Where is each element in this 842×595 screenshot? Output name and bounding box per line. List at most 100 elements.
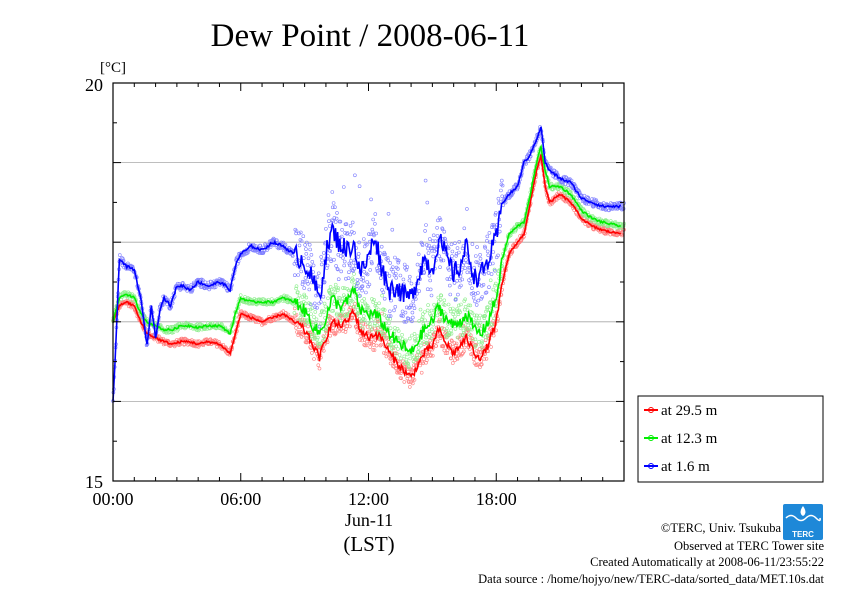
raw-point <box>467 327 472 332</box>
raw-point <box>308 302 313 306</box>
raw-point <box>294 326 298 330</box>
x-tick-label-1800: 18:00 <box>476 489 517 509</box>
raw-point <box>371 343 376 347</box>
raw-point <box>434 325 439 330</box>
raw-point <box>430 239 435 243</box>
raw-point <box>327 224 332 228</box>
raw-point <box>410 368 414 372</box>
raw-point <box>401 359 405 364</box>
raw-point <box>381 290 386 295</box>
raw-point <box>341 307 346 312</box>
raw-point <box>157 334 161 339</box>
raw-point <box>438 218 443 222</box>
raw-point <box>374 343 379 348</box>
raw-point <box>415 353 419 358</box>
raw-point <box>477 316 482 321</box>
raw-point <box>316 363 321 368</box>
terc-logo-box <box>783 504 823 540</box>
raw-point <box>305 320 310 325</box>
raw-point <box>599 206 603 211</box>
raw-point <box>465 207 469 211</box>
raw-point <box>447 277 452 282</box>
raw-point <box>483 338 488 343</box>
raw-point <box>476 291 480 295</box>
raw-point <box>470 337 475 341</box>
raw-point <box>432 244 436 249</box>
x-tick-label-1200: 12:00 <box>348 489 389 509</box>
raw-point <box>323 304 328 309</box>
raw-point <box>473 254 478 258</box>
y-tick-label-15: 15 <box>85 472 103 492</box>
raw-point <box>464 258 468 262</box>
raw-point <box>500 183 505 188</box>
raw-point <box>428 332 433 336</box>
raw-point <box>431 322 436 327</box>
raw-point <box>479 296 484 301</box>
raw-point <box>467 278 471 283</box>
raw-point <box>496 271 500 276</box>
raw-point <box>422 340 426 345</box>
raw-point <box>304 336 309 341</box>
terc-logo-waves <box>785 514 821 522</box>
raw-point <box>342 263 347 268</box>
raw-point <box>464 327 468 332</box>
footer-site: Observed at TERC Tower site <box>674 539 824 553</box>
raw-point <box>491 223 496 227</box>
raw-point <box>493 283 497 288</box>
raw-point <box>300 295 305 299</box>
raw-point <box>350 316 355 321</box>
raw-point <box>423 178 428 183</box>
raw-point <box>424 243 429 247</box>
raw-point <box>299 239 304 243</box>
raw-point <box>361 237 366 241</box>
raw-point <box>442 348 447 353</box>
raw-point <box>362 297 367 301</box>
raw-point <box>422 270 427 274</box>
raw-point <box>471 295 476 300</box>
raw-point <box>286 312 291 317</box>
raw-point <box>464 325 469 330</box>
raw-point <box>336 277 341 282</box>
raw-point <box>487 285 491 290</box>
raw-point <box>480 340 485 345</box>
raw-point <box>347 302 352 307</box>
raw-point <box>294 313 299 317</box>
raw-point <box>470 311 475 315</box>
raw-point <box>326 296 330 301</box>
raw-point <box>405 376 410 381</box>
raw-point <box>344 222 349 226</box>
raw-point <box>441 344 446 349</box>
raw-point <box>296 296 301 301</box>
raw-point <box>145 317 149 321</box>
raw-point <box>431 254 436 259</box>
raw-point <box>438 265 442 270</box>
raw-point <box>412 332 417 336</box>
raw-point <box>467 332 472 337</box>
raw-point <box>352 231 356 235</box>
y-tick-label-20: 20 <box>85 75 103 95</box>
raw-point <box>299 330 304 334</box>
raw-point <box>427 243 431 248</box>
raw-point <box>298 316 303 320</box>
raw-point <box>343 231 347 235</box>
raw-point <box>356 281 360 286</box>
raw-point <box>401 314 405 318</box>
raw-point <box>334 216 339 221</box>
raw-point <box>210 321 214 325</box>
axis-ticks <box>112 82 625 482</box>
raw-point <box>271 236 276 241</box>
raw-point <box>370 230 375 234</box>
footer-source: Data source : /home/hojyo/new/TERC-data/… <box>478 572 824 586</box>
raw-point <box>407 380 411 385</box>
raw-point <box>352 272 356 276</box>
raw-point <box>306 256 311 261</box>
raw-point <box>454 341 459 346</box>
raw-point <box>419 317 424 322</box>
raw-point <box>435 234 440 238</box>
raw-point <box>548 202 553 207</box>
raw-point <box>586 195 591 200</box>
raw-point <box>410 353 415 357</box>
raw-point <box>474 316 479 321</box>
raw-point <box>449 242 454 247</box>
raw-point <box>355 278 360 282</box>
